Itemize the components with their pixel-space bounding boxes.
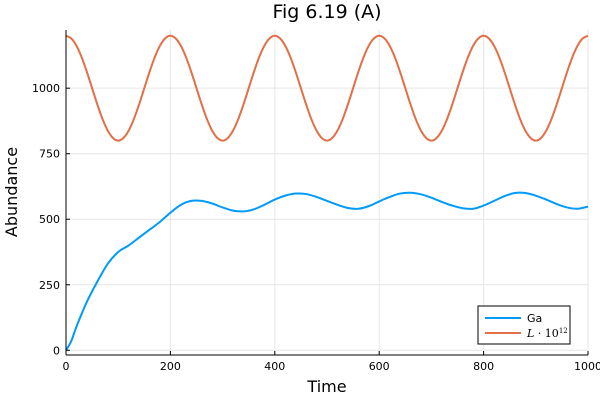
legend-label-ga: Ga <box>527 312 542 325</box>
ticks: 0 200 400 600 800 1000 0 250 500 750 1000 <box>32 82 600 373</box>
legend-box <box>477 305 571 345</box>
y-tick-label: 750 <box>39 148 60 161</box>
series-line-ga <box>65 191 589 351</box>
y-axis-label: Abundance <box>2 147 21 237</box>
x-tick-label: 0 <box>63 360 70 373</box>
grid <box>65 30 589 355</box>
series-line-l <box>65 34 589 142</box>
chart-title: Fig 6.19 (A) <box>272 1 381 23</box>
y-tick-label: 250 <box>39 279 60 292</box>
x-axis-label: Time <box>306 377 346 396</box>
y-tick-label: 1000 <box>32 82 60 95</box>
x-tick-label: 400 <box>264 360 285 373</box>
y-tick-label: 0 <box>53 344 60 357</box>
y-tick-label: 500 <box>39 213 60 226</box>
x-tick-label: 1000 <box>574 360 600 373</box>
axes <box>65 30 588 356</box>
series-layer <box>65 34 589 351</box>
x-tick-label: 800 <box>473 360 494 373</box>
legend-label-l: L · 1012 <box>526 327 568 340</box>
x-tick-label: 200 <box>160 360 181 373</box>
legend: Ga L · 1012 <box>477 305 571 345</box>
x-tick-label: 600 <box>369 360 390 373</box>
